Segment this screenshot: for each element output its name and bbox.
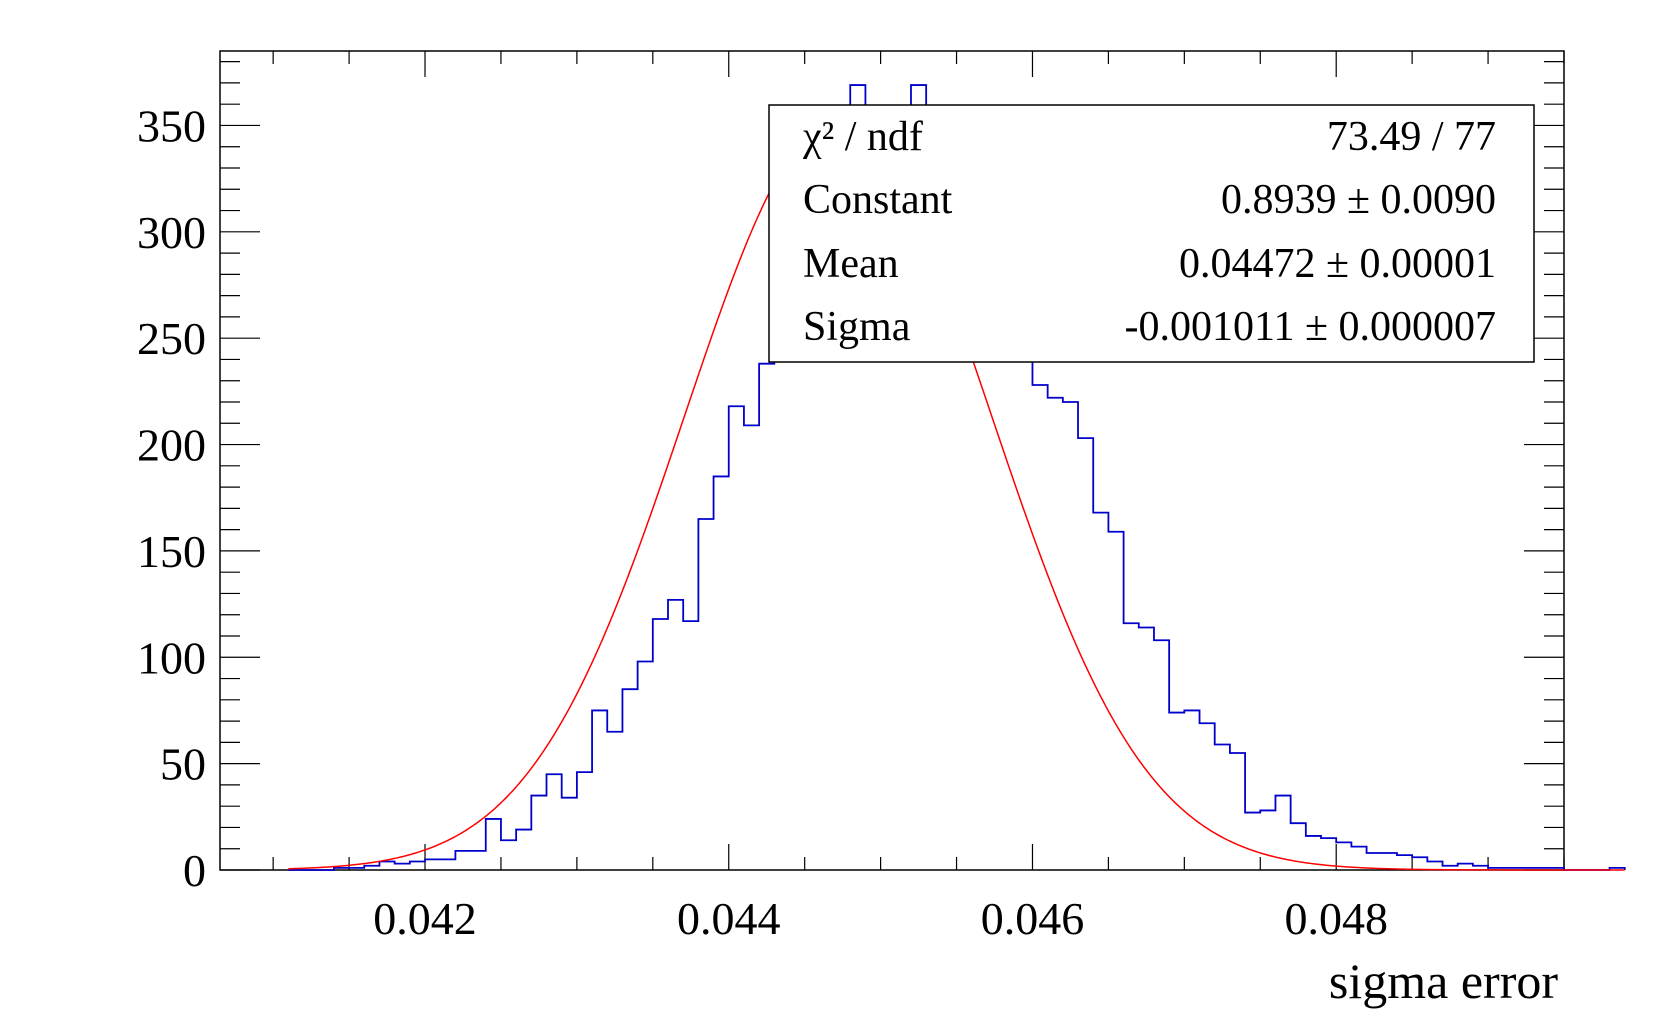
x-tick-label: 0.046 [981,893,1085,944]
stats-box: χ² / ndf 73.49 / 77 Constant 0.8939 ± 0.009… [768,104,1535,363]
stats-label: Sigma [803,304,911,350]
stats-label: Constant [803,177,953,223]
histogram-bin [531,796,546,870]
histogram-bin [516,830,531,870]
histogram-bin [1108,532,1123,870]
y-tick-label: 50 [160,739,206,790]
histogram-bin [638,662,653,870]
histogram-bin [1215,744,1230,870]
stats-box-frame [768,104,1535,363]
stats-label: χ² / ndf [802,114,923,160]
histogram-bin [1230,753,1245,870]
histogram-bin [622,689,637,870]
x-tick-label: 0.042 [373,893,477,944]
histogram-bin [1124,623,1139,870]
x-axis-title: sigma error [1329,953,1558,1009]
histogram-bin [410,861,425,870]
histogram-bin [744,425,759,870]
histogram-bin [547,774,562,870]
histogram-bin [1351,847,1366,870]
histogram-bin [577,772,592,870]
histogram-bin [1093,513,1108,870]
histogram-bin [789,304,804,870]
histogram-bin [1200,723,1215,870]
histogram-bin [1184,710,1199,870]
histogram-bin [1397,855,1412,870]
histogram-bin [1169,713,1184,870]
histogram-bin [379,861,394,870]
y-tick-label: 100 [137,632,206,683]
histogram-bin [455,851,470,870]
histogram-bin [1260,810,1275,870]
stats-value: 0.04472 ± 0.00001 [1179,241,1496,287]
x-axis-ticks: 0.042 0.044 0.046 0.048 [272,51,1565,944]
histogram-bin [395,864,410,870]
histogram-bin [1002,279,1017,870]
histogram-bin [729,406,744,870]
plot-frame [219,50,1565,871]
histogram-bin [425,859,440,870]
y-axis-ticks: 0 50 100 150 200 250 300 350 [137,61,1564,896]
histogram-bin [1427,861,1442,870]
histogram-bin [1032,385,1047,870]
histogram-bin [1139,627,1154,870]
stats-label: Mean [803,241,899,287]
histogram-bin [683,621,698,870]
histogram-bin [1412,857,1427,870]
histogram-bin [1382,853,1397,870]
histogram-bin [1245,813,1260,870]
histogram-bin [592,710,607,870]
y-tick-label: 150 [137,526,206,577]
histogram-bin [759,364,774,870]
y-tick-label: 350 [137,100,206,151]
stats-value: 0.8939 ± 0.0090 [1221,177,1496,223]
histogram-bin [1154,640,1169,870]
y-tick-label: 200 [137,420,206,471]
histogram-bin [714,476,729,870]
stats-value: 73.49 / 77 [1327,114,1496,160]
histogram-bin [805,308,820,870]
histogram-bin [1063,402,1078,870]
histogram-bin [607,732,622,870]
histogram-bin [698,519,713,870]
histogram-bin [562,798,577,870]
y-tick-label: 300 [137,207,206,258]
histogram-bin [501,840,516,870]
histogram-bin [486,819,501,870]
stats-value: -0.001011 ± 0.000007 [1125,304,1496,350]
axes-frame [219,50,1565,871]
histogram-bin [440,859,455,870]
histogram-bin [1048,398,1063,870]
histogram-bin [668,600,683,870]
x-tick-label: 0.044 [677,893,781,944]
histogram-bin [1017,321,1032,870]
histogram-bin [774,336,789,870]
y-tick-label: 0 [183,845,206,896]
histogram-bin [471,851,486,870]
histogram-bin [653,619,668,870]
x-tick-label: 0.048 [1284,893,1388,944]
y-tick-label: 250 [137,313,206,364]
